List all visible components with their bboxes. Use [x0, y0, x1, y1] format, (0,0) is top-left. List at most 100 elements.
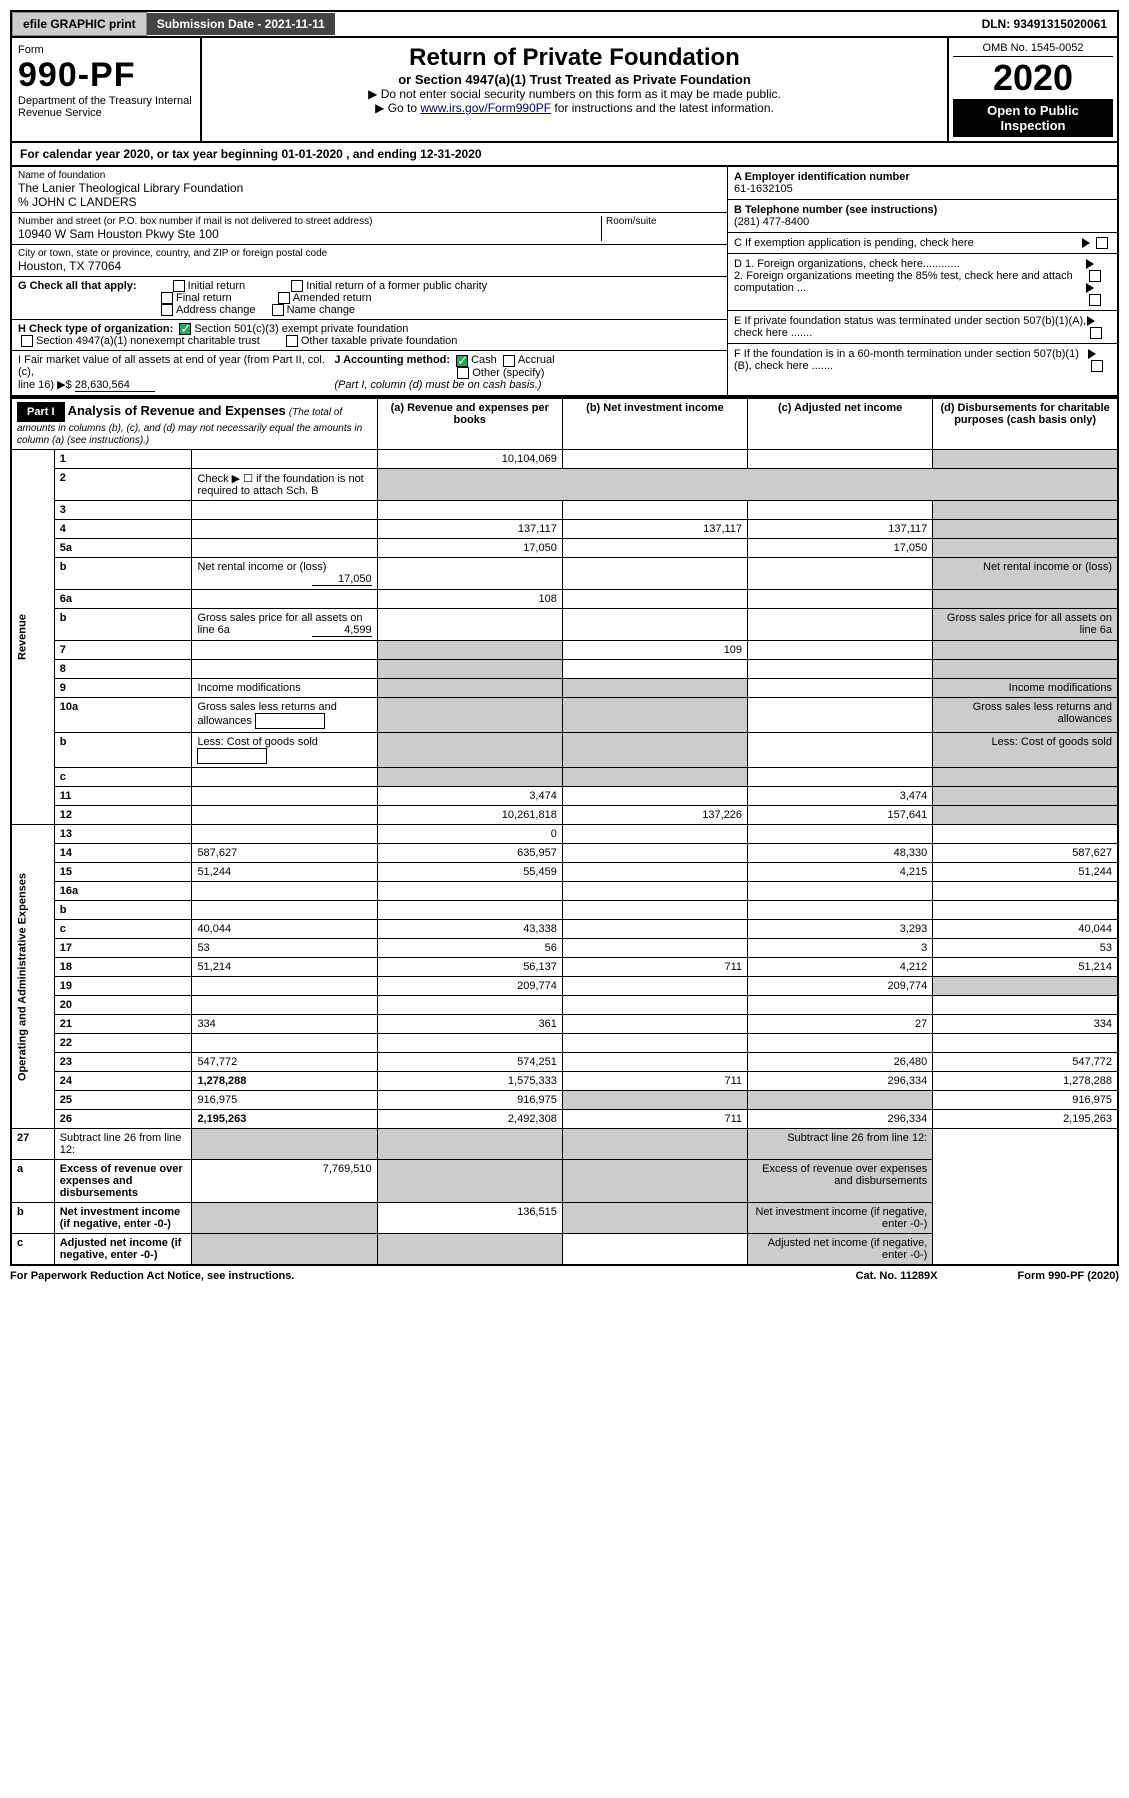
cat-number: Cat. No. 11289X [856, 1270, 938, 1282]
amount-cell: 51,214 [933, 958, 1118, 977]
amount-cell [562, 558, 747, 590]
amount-cell [562, 450, 747, 469]
amount-cell: 56,137 [377, 958, 562, 977]
line-number: b [11, 1203, 54, 1234]
amount-cell [562, 609, 747, 641]
line-number: 19 [54, 977, 192, 996]
c-label: C If exemption application is pending, c… [734, 237, 974, 249]
amount-cell: Excess of revenue over expenses and disb… [748, 1160, 933, 1203]
amount-cell: 108 [377, 590, 562, 609]
accrual-checkbox[interactable] [503, 355, 515, 367]
amount-cell: 334 [933, 1015, 1118, 1034]
amount-cell: 916,975 [933, 1091, 1118, 1110]
4947a1-checkbox[interactable] [21, 335, 33, 347]
amount-cell: 48,330 [748, 844, 933, 863]
submission-date: Submission Date - 2021-11-11 [147, 13, 335, 35]
amount-cell: 40,044 [933, 920, 1118, 939]
amount-cell: 17,050 [377, 539, 562, 558]
amount-cell: 587,627 [933, 844, 1118, 863]
amount-cell [933, 590, 1118, 609]
line-number: 4 [54, 520, 192, 539]
line-desc [192, 539, 377, 558]
f-label: F If the foundation is in a 60-month ter… [734, 348, 1088, 372]
amount-cell: Net investment income (if negative, ente… [748, 1203, 933, 1234]
amount-cell [562, 660, 747, 679]
city-label: City or town, state or province, country… [18, 248, 721, 259]
part1-title: Analysis of Revenue and Expenses [68, 403, 286, 418]
line-number: 18 [54, 958, 192, 977]
amount-cell: 53 [933, 939, 1118, 958]
line-desc [192, 1034, 377, 1053]
line-desc: 51,244 [192, 863, 377, 882]
amount-cell [377, 1234, 562, 1266]
amount-cell [377, 768, 562, 787]
amount-cell: 2,195,263 [933, 1110, 1118, 1129]
amount-cell [377, 660, 562, 679]
line-number: 26 [54, 1110, 192, 1129]
irs-link[interactable]: www.irs.gov/Form990PF [420, 101, 551, 115]
amount-cell: 3,293 [748, 920, 933, 939]
col-a-header: (a) Revenue and expenses per books [377, 398, 562, 450]
amount-cell [562, 939, 747, 958]
c-checkbox[interactable] [1096, 237, 1108, 249]
entity-info: Name of foundation The Lanier Theologica… [10, 167, 1119, 397]
amount-cell [562, 1091, 747, 1110]
amount-cell [748, 609, 933, 641]
amount-cell [562, 1053, 747, 1072]
amount-cell: 361 [377, 1015, 562, 1034]
501c3-checkbox[interactable] [179, 323, 191, 335]
amount-cell [562, 787, 747, 806]
cash-checkbox[interactable] [456, 355, 468, 367]
amount-cell [933, 901, 1118, 920]
line-desc [192, 825, 377, 844]
line-number: 14 [54, 844, 192, 863]
amount-cell [933, 1034, 1118, 1053]
amount-cell [933, 787, 1118, 806]
other-taxable-checkbox[interactable] [286, 335, 298, 347]
d2-label: 2. Foreign organizations meeting the 85%… [734, 270, 1073, 294]
line-number: a [11, 1160, 54, 1203]
amount-cell: 51,244 [933, 863, 1118, 882]
d2-checkbox[interactable] [1089, 294, 1101, 306]
amount-cell [377, 1160, 562, 1203]
amount-cell [562, 1203, 747, 1234]
line-desc [192, 660, 377, 679]
line-number: 1 [54, 450, 192, 469]
f-checkbox[interactable] [1091, 360, 1103, 372]
amount-cell: 3 [748, 939, 933, 958]
part1-table: Part I Analysis of Revenue and Expenses … [10, 397, 1119, 1266]
amount-cell: Net rental income or (loss) [933, 558, 1118, 590]
amount-cell [748, 641, 933, 660]
amount-cell: 1,278,288 [933, 1072, 1118, 1091]
line-desc [192, 768, 377, 787]
amount-cell: 635,957 [377, 844, 562, 863]
line-desc: 547,772 [192, 1053, 377, 1072]
amount-cell: Adjusted net income (if negative, enter … [748, 1234, 933, 1266]
amount-cell: 43,338 [377, 920, 562, 939]
efile-print-button[interactable]: efile GRAPHIC print [12, 12, 147, 36]
amount-cell [562, 1015, 747, 1034]
line-number: c [11, 1234, 54, 1266]
d1-checkbox[interactable] [1089, 270, 1101, 282]
line-desc [192, 901, 377, 920]
line-desc: Less: Cost of goods sold [192, 733, 377, 768]
form-subtitle: or Section 4947(a)(1) Trust Treated as P… [208, 72, 941, 87]
amount-cell [562, 920, 747, 939]
line-desc [192, 641, 377, 660]
line-number: 16a [54, 882, 192, 901]
amount-cell [377, 1129, 562, 1160]
line-desc [192, 590, 377, 609]
amount-cell: 10,261,818 [377, 806, 562, 825]
amount-cell [933, 450, 1118, 469]
amount-cell [377, 501, 562, 520]
line-desc: Income modifications [192, 679, 377, 698]
line-number: c [54, 768, 192, 787]
line-number: 12 [54, 806, 192, 825]
amount-cell [377, 882, 562, 901]
amount-cell [933, 825, 1118, 844]
e-checkbox[interactable] [1090, 327, 1102, 339]
amount-cell [562, 679, 747, 698]
page-footer: For Paperwork Reduction Act Notice, see … [10, 1266, 1119, 1286]
line-number: b [54, 901, 192, 920]
amount-cell [748, 882, 933, 901]
